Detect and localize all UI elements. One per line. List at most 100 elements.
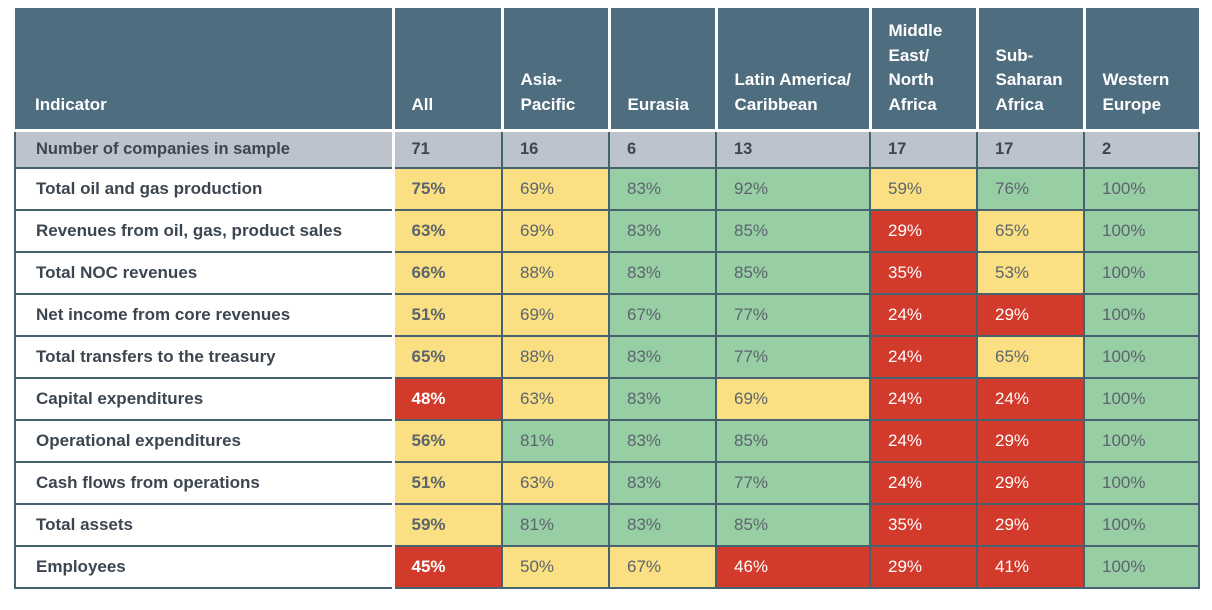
value-cell: 83%	[608, 461, 717, 505]
value-cell: 83%	[608, 251, 717, 295]
value-cell: 88%	[501, 251, 610, 295]
value-cell: 35%	[869, 251, 978, 295]
column-header-sub-saharan-africa: Sub-Saharan Africa	[975, 8, 1084, 132]
table-row: Total assets 59% 81% 83% 85% 35% 29% 100%	[14, 503, 1200, 547]
table-row: Net income from core revenues 51% 69% 67% 77…	[14, 293, 1200, 337]
value-cell: 51%	[392, 293, 503, 337]
value-cell: 24%	[869, 335, 978, 379]
header-row: Indicator All Asia-Pacific Eurasia Latin Ame…	[15, 8, 1199, 132]
value-cell: 100%	[1083, 335, 1200, 379]
sample-count-row: Number of companies in sample 71 16 6 13 17 17…	[14, 129, 1200, 169]
value-cell: 100%	[1083, 503, 1200, 547]
table-row: Total transfers to the treasury 65% 88% 83%…	[14, 335, 1200, 379]
column-header-eurasia: Eurasia	[607, 8, 716, 132]
value-cell: 29%	[976, 419, 1085, 463]
value-cell: 85%	[715, 251, 871, 295]
value-cell: 77%	[715, 461, 871, 505]
value-cell: 85%	[715, 419, 871, 463]
value-cell: 59%	[392, 503, 503, 547]
value-cell: 77%	[715, 293, 871, 337]
value-cell: 56%	[392, 419, 503, 463]
value-cell: 63%	[501, 461, 610, 505]
value-cell: 69%	[715, 377, 871, 421]
row-label: Total assets	[14, 503, 395, 547]
value-cell: 83%	[608, 167, 717, 211]
value-cell: 24%	[869, 377, 978, 421]
value-cell: 75%	[392, 167, 503, 211]
table-row: Cash flows from operations 51% 63% 83% 77% 24…	[14, 461, 1200, 505]
value-cell: 29%	[976, 461, 1085, 505]
sample-count-cell: 17	[976, 129, 1085, 169]
table-header: Indicator All Asia-Pacific Eurasia Latin Ame…	[15, 8, 1199, 132]
row-label: Total oil and gas production	[14, 167, 395, 211]
value-cell: 29%	[976, 503, 1085, 547]
value-cell: 41%	[976, 545, 1085, 589]
value-cell: 100%	[1083, 167, 1200, 211]
row-label: Total NOC revenues	[14, 251, 395, 295]
table-row: Revenues from oil, gas, product sales 63%…	[14, 209, 1200, 253]
table-row: Capital expenditures 48% 63% 83% 69% 24% 24% 10…	[14, 377, 1200, 421]
column-header-western-europe: Western Europe	[1082, 8, 1199, 132]
noc-indicators-table: Indicator All Asia-Pacific Eurasia Latin Ame…	[14, 8, 1200, 589]
value-cell: 46%	[715, 545, 871, 589]
value-cell: 63%	[501, 377, 610, 421]
value-cell: 53%	[976, 251, 1085, 295]
column-header-asia-pacific: Asia-Pacific	[500, 8, 609, 132]
value-cell: 51%	[392, 461, 503, 505]
value-cell: 83%	[608, 209, 717, 253]
value-cell: 76%	[976, 167, 1085, 211]
sample-count-cell: 6	[608, 129, 717, 169]
value-cell: 100%	[1083, 209, 1200, 253]
table-row: Total NOC revenues 66% 88% 83% 85% 35% 53% 100%	[14, 251, 1200, 295]
column-header-indicator: Indicator	[15, 8, 393, 132]
value-cell: 88%	[501, 335, 610, 379]
row-label: Revenues from oil, gas, product sales	[14, 209, 395, 253]
value-cell: 50%	[501, 545, 610, 589]
column-header-latin-america-caribbean: Latin America/​Caribbean	[714, 8, 870, 132]
value-cell: 83%	[608, 503, 717, 547]
column-header-middle-east-north-africa: Middle East/​North Africa	[868, 8, 977, 132]
value-cell: 67%	[608, 293, 717, 337]
row-label: Employees	[14, 545, 395, 589]
value-cell: 24%	[869, 293, 978, 337]
value-cell: 69%	[501, 209, 610, 253]
row-label: Number of companies in sample	[14, 129, 395, 169]
row-label: Net income from core revenues	[14, 293, 395, 337]
value-cell: 66%	[392, 251, 503, 295]
value-cell: 29%	[869, 209, 978, 253]
value-cell: 65%	[976, 209, 1085, 253]
value-cell: 81%	[501, 503, 610, 547]
value-cell: 59%	[869, 167, 978, 211]
value-cell: 29%	[976, 293, 1085, 337]
value-cell: 85%	[715, 503, 871, 547]
value-cell: 48%	[392, 377, 503, 421]
value-cell: 67%	[608, 545, 717, 589]
value-cell: 24%	[869, 419, 978, 463]
value-cell: 92%	[715, 167, 871, 211]
row-label: Cash flows from operations	[14, 461, 395, 505]
sample-count-cell: 2	[1083, 129, 1200, 169]
value-cell: 100%	[1083, 293, 1200, 337]
value-cell: 85%	[715, 209, 871, 253]
sample-count-cell: 16	[501, 129, 610, 169]
sample-count-cell: 17	[869, 129, 978, 169]
value-cell: 29%	[869, 545, 978, 589]
value-cell: 45%	[392, 545, 503, 589]
value-cell: 83%	[608, 377, 717, 421]
sample-count-cell: 13	[715, 129, 871, 169]
value-cell: 24%	[869, 461, 978, 505]
value-cell: 100%	[1083, 419, 1200, 463]
value-cell: 65%	[392, 335, 503, 379]
value-cell: 35%	[869, 503, 978, 547]
value-cell: 81%	[501, 419, 610, 463]
column-header-all: All	[391, 8, 502, 132]
value-cell: 100%	[1083, 377, 1200, 421]
value-cell: 83%	[608, 419, 717, 463]
row-label: Total transfers to the treasury	[14, 335, 395, 379]
row-label: Operational expenditures	[14, 419, 395, 463]
value-cell: 69%	[501, 293, 610, 337]
value-cell: 24%	[976, 377, 1085, 421]
table-row: Total oil and gas production 75% 69% 83% 92%…	[14, 167, 1200, 211]
sample-count-cell: 71	[392, 129, 503, 169]
